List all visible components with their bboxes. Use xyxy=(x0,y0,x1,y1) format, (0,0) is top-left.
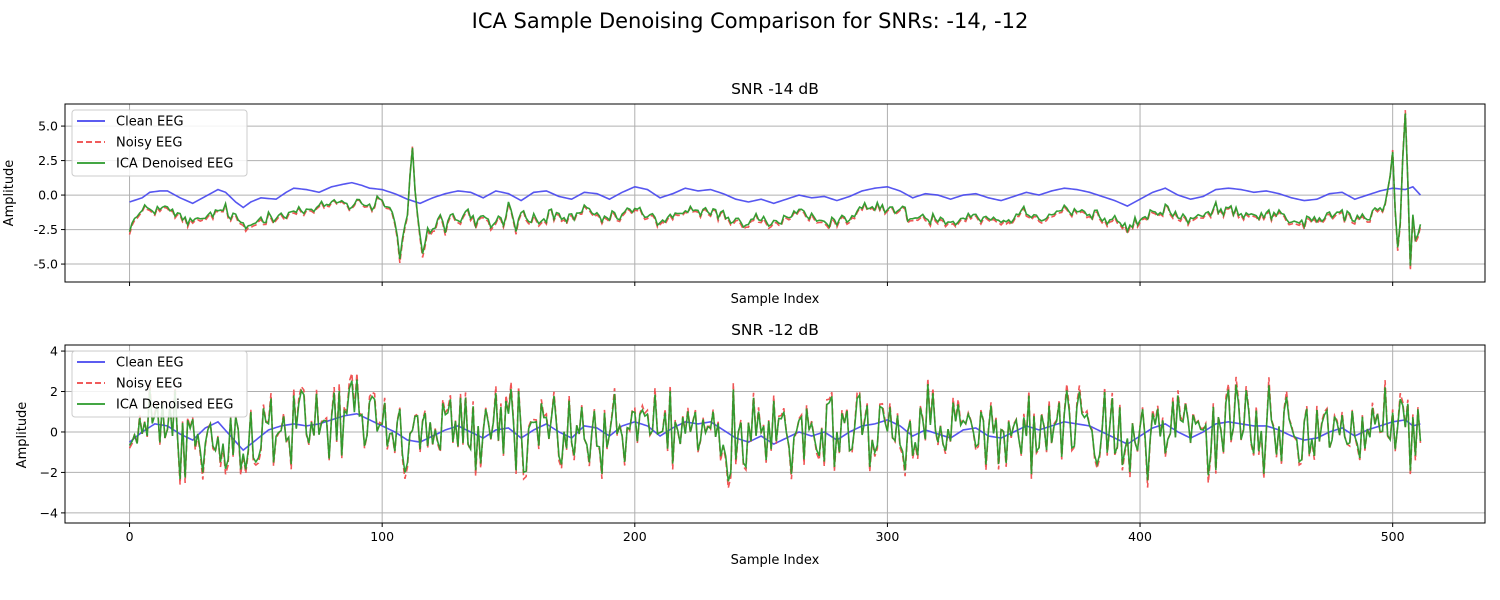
series-line-noisy-eeg xyxy=(128,110,1422,271)
x-tick-label: 400 xyxy=(1128,529,1152,544)
legend-label-clean: Clean EEG xyxy=(116,356,184,371)
y-axis-label: Amplitude xyxy=(15,402,30,469)
subplot-snr-minus-12: SNR -12 dB Amplitude Sample Index 0 100 20… xyxy=(15,321,1486,568)
y-tick-label: 0.0 xyxy=(38,188,58,203)
subplot-title: SNR -12 dB xyxy=(731,321,819,339)
x-axis-label: Sample Index xyxy=(731,553,820,568)
plot-area-frame xyxy=(64,103,1486,283)
grid-lines xyxy=(65,104,1485,282)
y-tick-label: -2.5 xyxy=(34,222,58,237)
subplot-title: SNR -14 dB xyxy=(731,80,819,98)
figure-suptitle: ICA Sample Denoising Comparison for SNRs… xyxy=(472,9,1029,33)
legend: Clean EEG Noisy EEG ICA Denoised EEG xyxy=(71,109,248,177)
y-tick-label: −2 xyxy=(40,465,58,480)
legend: Clean EEG Noisy EEG ICA Denoised EEG xyxy=(71,350,248,418)
x-axis-label: Sample Index xyxy=(731,292,820,307)
x-tick-label: 500 xyxy=(1381,529,1405,544)
y-tick-label: −4 xyxy=(40,505,58,520)
y-tick-label: 0 xyxy=(50,424,58,439)
y-tick-label: 2 xyxy=(50,384,58,399)
legend-box xyxy=(71,109,248,177)
legend-label-clean: Clean EEG xyxy=(116,115,184,130)
series-line-ica-denoised-eeg xyxy=(128,113,1422,266)
x-tick-label: 100 xyxy=(370,529,394,544)
y-tick-label: -5.0 xyxy=(34,257,58,272)
y-axis-label: Amplitude xyxy=(2,160,17,227)
axis-ticks: -5.0 -2.5 0.0 2.5 5.0 xyxy=(34,119,1394,286)
series-line-ica-denoised-eeg xyxy=(128,379,1422,482)
y-tick-label: 4 xyxy=(50,344,58,359)
series-line-clean-eeg xyxy=(129,181,1422,209)
legend-label-denoised: ICA Denoised EEG xyxy=(116,398,233,413)
x-tick-label: 200 xyxy=(623,529,647,544)
legend-label-denoised: ICA Denoised EEG xyxy=(116,157,233,172)
axis-ticks: 0 100 200 300 400 500 −4 −2 0 2 4 xyxy=(40,344,1405,544)
legend-label-noisy: Noisy EEG xyxy=(116,377,182,392)
x-tick-label: 300 xyxy=(875,529,899,544)
subplot-snr-minus-14: SNR -14 dB Amplitude Sample Index -5.0 -2… xyxy=(2,80,1486,307)
y-tick-label: 2.5 xyxy=(38,153,58,168)
plot-lines xyxy=(128,110,1422,271)
plot-lines xyxy=(128,373,1422,489)
legend-label-noisy: Noisy EEG xyxy=(116,136,182,151)
x-tick-label: 0 xyxy=(126,529,134,544)
y-tick-label: 5.0 xyxy=(38,119,58,134)
plot-area-frame xyxy=(64,344,1486,524)
legend-box xyxy=(71,350,248,418)
